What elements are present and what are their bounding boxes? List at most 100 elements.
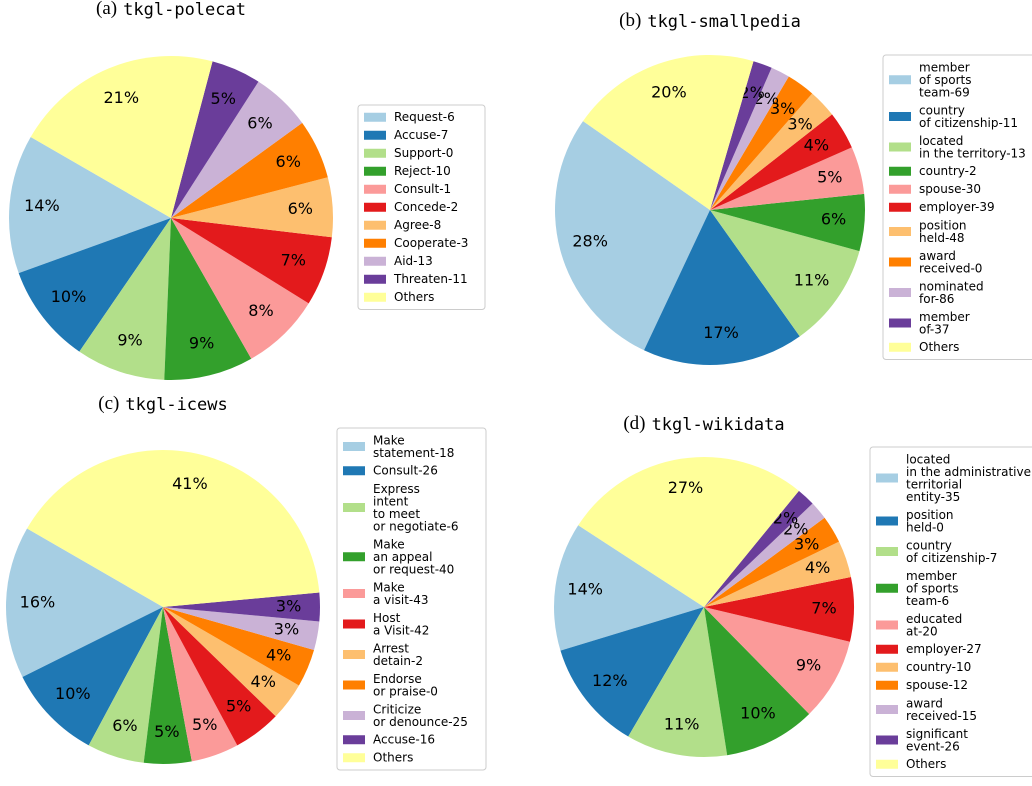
legend-swatch: [876, 516, 898, 526]
slice-label: 9%: [189, 333, 214, 352]
slice-label: 21%: [103, 88, 139, 107]
legend-label: spouse-12: [906, 678, 968, 692]
pie-slice: [710, 114, 852, 210]
slice-label: 6%: [247, 113, 272, 132]
legend-swatch: [876, 473, 898, 483]
pie-slice: [18, 218, 172, 352]
legend-label: Reject-10: [394, 164, 451, 178]
pie-slice: [710, 61, 772, 210]
pie-slice: [30, 56, 213, 219]
pie-slice: [710, 193, 865, 252]
legend-label: member of sports team-6: [906, 568, 958, 607]
legend-swatch: [343, 619, 365, 629]
legend-swatch: [343, 753, 365, 763]
panel-label: (d): [623, 413, 645, 434]
panel-label: (c): [98, 393, 119, 414]
legend-swatch: [364, 292, 386, 302]
pie-panel: (b) tkgl-smallpedia 28% 17% 11% 6% 5% 4% 3%3% 2%…: [554, 10, 1032, 365]
pie-slice: [710, 93, 833, 210]
slice-label: 41%: [172, 474, 208, 493]
legend-label: Agree-8: [394, 218, 441, 232]
legend-swatch: [889, 184, 911, 194]
legend-label: Others: [394, 290, 434, 304]
slice-label: 11%: [794, 271, 830, 290]
pie-slice: [163, 607, 299, 717]
pie-slice: [704, 607, 850, 714]
legend-label: significant event-26: [906, 726, 968, 753]
pie-slice: [171, 61, 259, 218]
legend-label: Threaten-11: [393, 272, 468, 286]
slice-label: 9%: [117, 330, 142, 349]
legend-swatch: [364, 274, 386, 284]
legend-box: [336, 427, 487, 771]
legend-swatch: [889, 166, 911, 176]
slice-label: 11%: [664, 714, 700, 733]
slice-label: 3%: [274, 620, 299, 639]
legend-swatch: [364, 220, 386, 230]
panel-label: (a): [96, 0, 117, 19]
slice-label: 5%: [154, 722, 179, 741]
pie-slice: [163, 592, 320, 622]
legend-label: award received-0: [919, 248, 982, 275]
legend-box: [882, 54, 1032, 360]
pie-slice: [27, 450, 320, 607]
slice-label: 10%: [740, 704, 776, 723]
legend-label: position held-0: [906, 507, 954, 534]
legend-swatch: [889, 288, 911, 297]
legend-label: Concede-2: [394, 200, 458, 214]
legend-swatch: [889, 342, 911, 352]
legend-swatch: [876, 759, 898, 769]
pie-slice: [583, 55, 754, 210]
legend-swatch: [364, 238, 386, 248]
slice-label: 27%: [668, 478, 704, 497]
slice-label: 6%: [288, 199, 313, 218]
slice-label: 4%: [804, 136, 829, 155]
slice-label: 6%: [821, 210, 846, 229]
legend-label: spouse-30: [919, 182, 981, 196]
legend-label: Request-6: [394, 110, 455, 124]
legend-label: located in the administrative territorial e…: [906, 452, 1031, 504]
slice-label: 10%: [51, 287, 87, 306]
legend-swatch: [343, 735, 365, 745]
pie-slice: [163, 607, 315, 686]
legend-label: Consult-1: [394, 182, 451, 196]
slice-label: 9%: [796, 655, 821, 674]
slice-label: 3%: [787, 114, 812, 133]
pie-slice: [79, 218, 171, 380]
pie-slice: [171, 122, 328, 218]
slice-label: 3%: [794, 534, 819, 553]
legend-swatch: [343, 589, 365, 598]
title-text: tkgl-smallpedia: [647, 12, 801, 32]
pie-slice: [704, 541, 851, 607]
pie-slice: [704, 576, 854, 642]
legend-swatch: [876, 583, 898, 593]
pie-slice: [710, 67, 789, 210]
pie-slice: [554, 121, 710, 351]
legend-swatch: [889, 227, 911, 236]
legend-label: educated at-20: [906, 611, 962, 638]
slice-label: 14%: [24, 196, 60, 215]
legend-label: member of sports team-69: [919, 60, 971, 99]
slice-label: 14%: [567, 580, 603, 599]
slice-label: 12%: [592, 671, 628, 690]
pie-slice: [171, 218, 332, 304]
slice-label: 10%: [55, 684, 91, 703]
pie-slice: [171, 218, 309, 359]
slice-label: 16%: [20, 593, 56, 612]
slice-label: 6%: [276, 152, 301, 171]
legend-label: country of citizenship-11: [919, 103, 1018, 130]
legend-swatch: [343, 552, 365, 562]
legend-swatch: [889, 257, 911, 267]
slice-label: 2%: [739, 83, 764, 102]
pie-slice: [560, 607, 704, 737]
pie-slice: [704, 503, 825, 607]
legend-label: Make statement-18: [373, 433, 454, 460]
legend-swatch: [876, 644, 898, 654]
slice-label: 4%: [805, 558, 830, 577]
pie-slice: [163, 607, 276, 746]
slice-label: 5%: [226, 697, 251, 716]
chart-title: (d) tkgl-wikidata: [623, 413, 784, 435]
legend-label: position held-48: [919, 218, 967, 245]
legend-swatch: [364, 184, 386, 194]
pie-slice: [22, 607, 163, 746]
